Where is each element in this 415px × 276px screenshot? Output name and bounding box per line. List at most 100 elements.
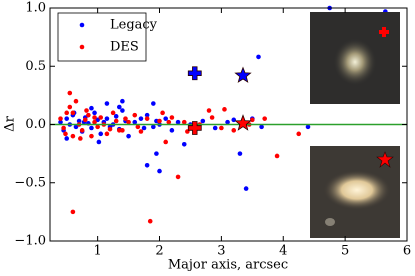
- point: [95, 124, 100, 130]
- point: [64, 116, 70, 121]
- x-axis-label: Major axis, arcsec: [168, 258, 288, 273]
- point: [138, 129, 144, 134]
- point: [225, 119, 230, 125]
- highlight-star: [234, 114, 252, 131]
- point: [200, 118, 206, 124]
- point: [274, 153, 280, 159]
- point: [64, 110, 70, 116]
- y-tick-label: 0.0: [25, 117, 46, 132]
- point: [144, 112, 150, 118]
- point: [104, 131, 110, 137]
- point: [212, 125, 218, 131]
- point: [89, 105, 94, 111]
- point: [144, 162, 150, 168]
- point: [61, 125, 66, 131]
- point: [138, 116, 144, 121]
- point: [163, 139, 169, 145]
- point: [160, 110, 165, 116]
- point: [86, 112, 91, 118]
- point: [209, 115, 215, 120]
- point: [84, 108, 89, 113]
- point: [151, 124, 156, 130]
- point: [231, 117, 237, 123]
- point: [126, 119, 131, 125]
- point: [89, 125, 94, 131]
- point: [222, 107, 227, 112]
- point: [144, 116, 150, 121]
- plot-frame: [49, 7, 408, 242]
- point: [181, 119, 187, 125]
- point: [305, 124, 311, 130]
- point: [231, 128, 237, 133]
- point: [132, 119, 138, 125]
- y-tick-label: 1.0: [25, 1, 46, 16]
- inset-image: [310, 146, 400, 238]
- point: [157, 118, 162, 124]
- point: [123, 116, 128, 121]
- highlight-plus: [187, 66, 202, 81]
- point: [78, 136, 83, 141]
- legend-label: DES: [110, 40, 139, 55]
- point: [107, 126, 113, 132]
- highlight-plus: [187, 121, 202, 135]
- point: [169, 115, 175, 120]
- point: [154, 151, 159, 156]
- point: [169, 128, 175, 133]
- point: [135, 124, 141, 130]
- point: [113, 118, 119, 124]
- point: [98, 131, 104, 137]
- point: [110, 110, 116, 116]
- point: [58, 116, 63, 121]
- point: [70, 110, 76, 116]
- point: [116, 104, 122, 110]
- legend-label: Legacy: [110, 18, 158, 33]
- y-axis-label: Δr: [3, 115, 18, 131]
- point: [120, 98, 125, 104]
- point: [104, 101, 110, 106]
- point: [67, 104, 73, 110]
- point: [259, 124, 264, 130]
- point: [70, 209, 76, 215]
- y-tick-label: −0.5: [14, 175, 46, 190]
- point: [157, 168, 162, 174]
- point: [256, 54, 261, 60]
- highlight-star: [234, 66, 252, 83]
- point: [219, 125, 224, 131]
- x-tick-label: 6: [403, 244, 411, 259]
- x-tick-label: 1: [94, 244, 102, 259]
- point: [181, 142, 187, 147]
- legend: [57, 12, 147, 62]
- x-tick-label: 2: [155, 244, 163, 259]
- point: [64, 136, 70, 141]
- point: [92, 115, 97, 120]
- inset-image: [310, 12, 400, 104]
- point: [76, 118, 82, 124]
- point: [147, 218, 153, 224]
- point: [92, 110, 97, 116]
- point: [262, 116, 267, 121]
- point: [141, 125, 147, 131]
- point: [63, 131, 68, 137]
- point: [67, 90, 73, 96]
- point: [96, 139, 102, 145]
- point: [243, 186, 249, 191]
- point: [175, 174, 181, 180]
- point: [166, 119, 172, 125]
- legend-marker: [79, 22, 85, 28]
- x-tick-label: 5: [341, 244, 349, 259]
- point: [98, 115, 104, 120]
- point: [79, 128, 85, 133]
- point: [126, 133, 131, 139]
- point: [250, 117, 255, 123]
- y-tick-label: 0.5: [25, 59, 46, 74]
- point: [92, 119, 97, 125]
- point: [163, 116, 169, 121]
- point: [58, 119, 63, 125]
- point: [120, 108, 125, 113]
- point: [206, 108, 212, 113]
- legend-marker: [79, 44, 85, 50]
- point: [73, 98, 79, 104]
- point: [237, 151, 243, 156]
- point: [113, 114, 119, 119]
